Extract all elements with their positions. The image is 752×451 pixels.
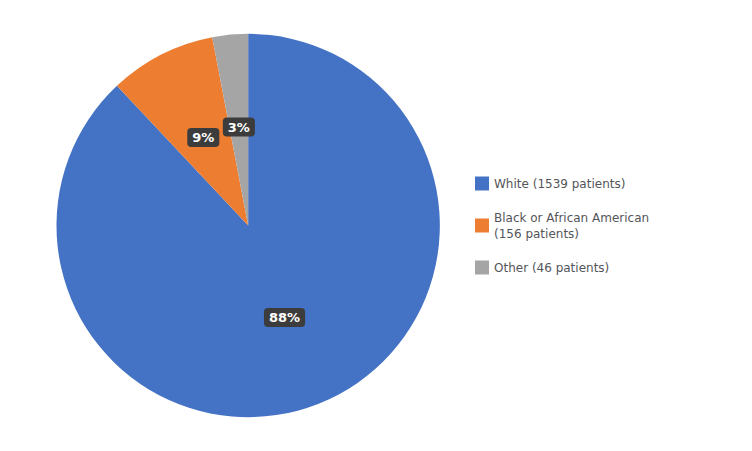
- svg-text:3%: 3%: [228, 120, 250, 135]
- svg-text:9%: 9%: [192, 130, 214, 145]
- svg-text:Other (46 patients): Other (46 patients): [494, 261, 609, 275]
- svg-text:White (1539 patients): White (1539 patients): [494, 177, 625, 191]
- svg-text:(156 patients): (156 patients): [494, 227, 579, 241]
- svg-text:Black or African American: Black or African American: [494, 211, 649, 225]
- svg-text:88%: 88%: [269, 310, 300, 325]
